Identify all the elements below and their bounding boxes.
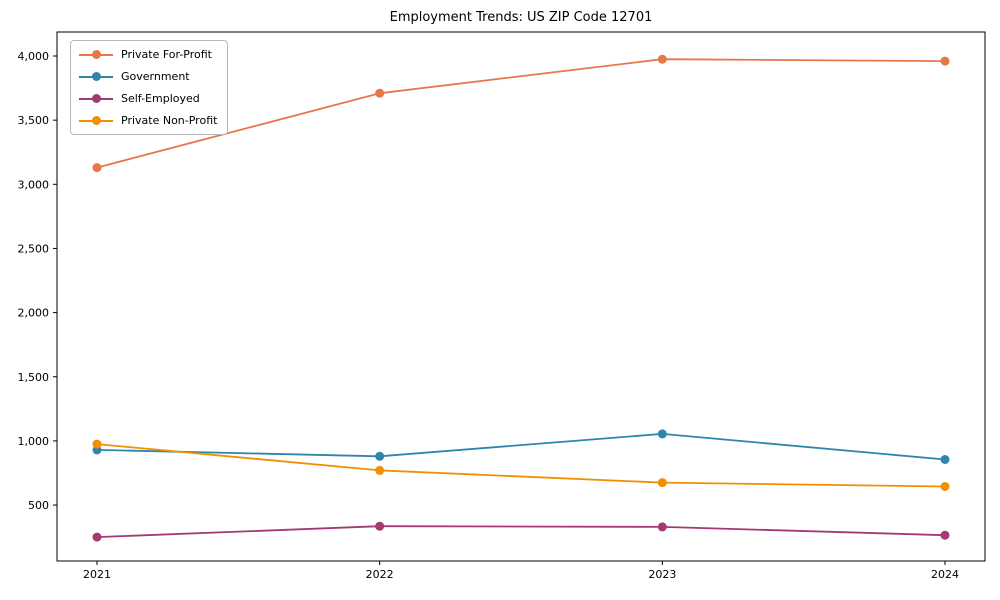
y-tick-label: 4,000 xyxy=(18,50,50,63)
plot-border xyxy=(56,31,986,562)
data-point-private-non-profit-2023 xyxy=(657,478,667,488)
data-point-private-for-profit-2023 xyxy=(657,54,667,64)
x-tick-label: 2024 xyxy=(931,568,959,581)
x-tick-label: 2021 xyxy=(83,568,111,581)
legend-marker-icon xyxy=(79,47,113,62)
data-point-government-2022 xyxy=(375,451,385,461)
x-tick-label: 2023 xyxy=(648,568,676,581)
data-point-self-employed-2021 xyxy=(92,532,102,542)
legend-label: Private For-Profit xyxy=(121,48,212,61)
chart-title: Employment Trends: US ZIP Code 12701 xyxy=(389,10,653,25)
legend-item-government: Government xyxy=(79,69,217,84)
y-tick-label: 3,500 xyxy=(18,114,50,127)
legend-label: Private Non-Profit xyxy=(121,114,218,127)
data-point-private-for-profit-2021 xyxy=(92,163,102,173)
data-point-self-employed-2024 xyxy=(940,530,950,540)
series-line-government xyxy=(96,432,946,461)
legend-label: Government xyxy=(121,70,190,83)
legend-item-self-employed: Self-Employed xyxy=(79,91,217,106)
x-tick-label: 2022 xyxy=(366,568,394,581)
legend-marker-icon xyxy=(79,69,113,84)
data-point-self-employed-2022 xyxy=(375,521,385,531)
data-point-self-employed-2023 xyxy=(657,522,667,532)
legend-marker-icon xyxy=(79,91,113,106)
series-line-private-for-profit xyxy=(96,58,946,169)
y-tick-label: 1,500 xyxy=(18,371,50,384)
data-point-private-non-profit-2021 xyxy=(92,439,102,449)
y-tick-label: 3,000 xyxy=(18,178,50,191)
legend-marker-icon xyxy=(79,113,113,128)
y-tick-label: 1,000 xyxy=(18,435,50,448)
data-point-government-2024 xyxy=(940,455,950,464)
chart-legend: Private For-Profit Government Self-Employe… xyxy=(70,40,229,135)
y-tick-label: 2,000 xyxy=(18,307,50,320)
data-point-private-for-profit-2022 xyxy=(375,88,385,98)
y-tick-label: 2,500 xyxy=(18,242,50,255)
data-point-government-2023 xyxy=(657,429,667,439)
data-point-private-non-profit-2024 xyxy=(940,482,950,491)
y-tick-label: 500 xyxy=(28,499,49,512)
legend-item-private-for-profit: Private For-Profit xyxy=(79,47,217,62)
legend-label: Self-Employed xyxy=(121,92,200,105)
data-point-private-for-profit-2024 xyxy=(940,56,950,66)
data-point-private-non-profit-2022 xyxy=(375,465,385,475)
series-line-self-employed xyxy=(96,525,946,538)
legend-item-private-non-profit: Private Non-Profit xyxy=(79,113,217,128)
series-line-private-non-profit xyxy=(96,443,946,488)
